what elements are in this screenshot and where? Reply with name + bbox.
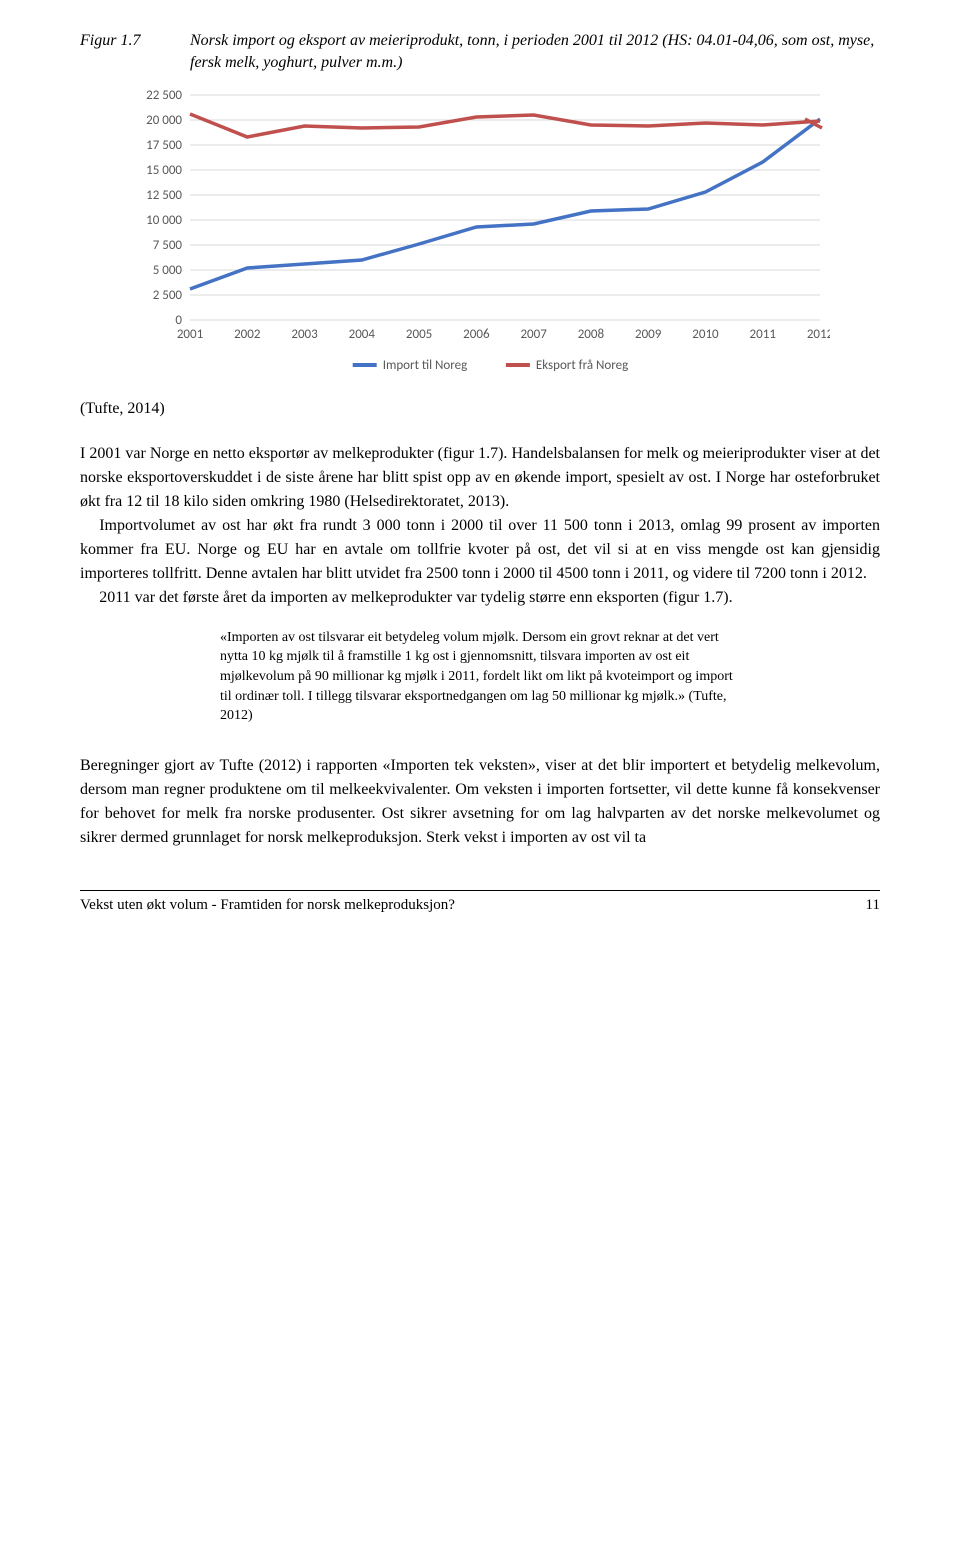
figure-caption-text: Norsk import og eksport av meieriprodukt…: [190, 30, 880, 75]
chart-legend: Import til Noreg Eksport frå Noreg: [353, 358, 629, 373]
svg-text:12 500: 12 500: [146, 188, 182, 203]
svg-text:0: 0: [175, 313, 182, 328]
svg-text:2011: 2011: [750, 327, 776, 342]
reference-text: (Tufte, 2014): [80, 400, 880, 418]
svg-text:15 000: 15 000: [146, 163, 182, 178]
svg-text:Eksport frå Noreg: Eksport frå Noreg: [536, 358, 628, 373]
svg-text:2007: 2007: [520, 327, 547, 342]
paragraph-3-text: 2011 var det første året da importen av …: [80, 586, 733, 610]
figure-label: Figur 1.7: [80, 30, 190, 75]
svg-text:2012: 2012: [807, 327, 830, 342]
svg-text:2 500: 2 500: [153, 288, 183, 303]
svg-text:2004: 2004: [349, 327, 376, 342]
page-footer: Vekst uten økt volum - Framtiden for nor…: [80, 890, 880, 914]
chart-y-labels: 0 2 500 5 000 7 500 10 000 12 500 15 000 17 500…: [146, 88, 182, 328]
svg-text:20 000: 20 000: [146, 113, 182, 128]
svg-text:2003: 2003: [291, 327, 318, 342]
figure-caption: Figur 1.7 Norsk import og eksport av mei…: [80, 30, 880, 75]
svg-text:17 500: 17 500: [146, 138, 182, 153]
paragraph-2-text: Importvolumet av ost har økt fra rundt 3…: [80, 514, 880, 586]
svg-text:2009: 2009: [635, 327, 662, 342]
svg-text:7 500: 7 500: [153, 238, 183, 253]
svg-text:2001: 2001: [177, 327, 203, 342]
svg-text:22 500: 22 500: [146, 88, 182, 103]
paragraph-1-text: I 2001 var Norge en netto eksportør av m…: [80, 445, 880, 510]
svg-text:2002: 2002: [234, 327, 261, 342]
chart-x-labels: 2001 2002 2003 2004 2005 2006 2007 2008 2009 2010…: [177, 327, 830, 342]
paragraph-1: I 2001 var Norge en netto eksportør av m…: [80, 442, 880, 610]
paragraph-4: Beregninger gjort av Tufte (2012) i rapp…: [80, 754, 880, 850]
footer-right: 11: [866, 897, 880, 914]
svg-text:10 000: 10 000: [146, 213, 182, 228]
svg-text:Import til Noreg: Import til Noreg: [383, 358, 468, 373]
svg-text:2005: 2005: [406, 327, 432, 342]
svg-text:2006: 2006: [463, 327, 490, 342]
svg-text:5 000: 5 000: [153, 263, 183, 278]
svg-text:2008: 2008: [578, 327, 605, 342]
footer-left: Vekst uten økt volum - Framtiden for nor…: [80, 897, 455, 914]
chart-svg: 0 2 500 5 000 7 500 10 000 12 500 15 000 17 500…: [130, 85, 830, 385]
chart-container: 0 2 500 5 000 7 500 10 000 12 500 15 000 17 500…: [130, 85, 830, 390]
chart-series: [190, 114, 822, 289]
svg-text:2010: 2010: [692, 327, 719, 342]
quote-block: «Importen av ost tilsvarar eit betydeleg…: [220, 628, 740, 726]
